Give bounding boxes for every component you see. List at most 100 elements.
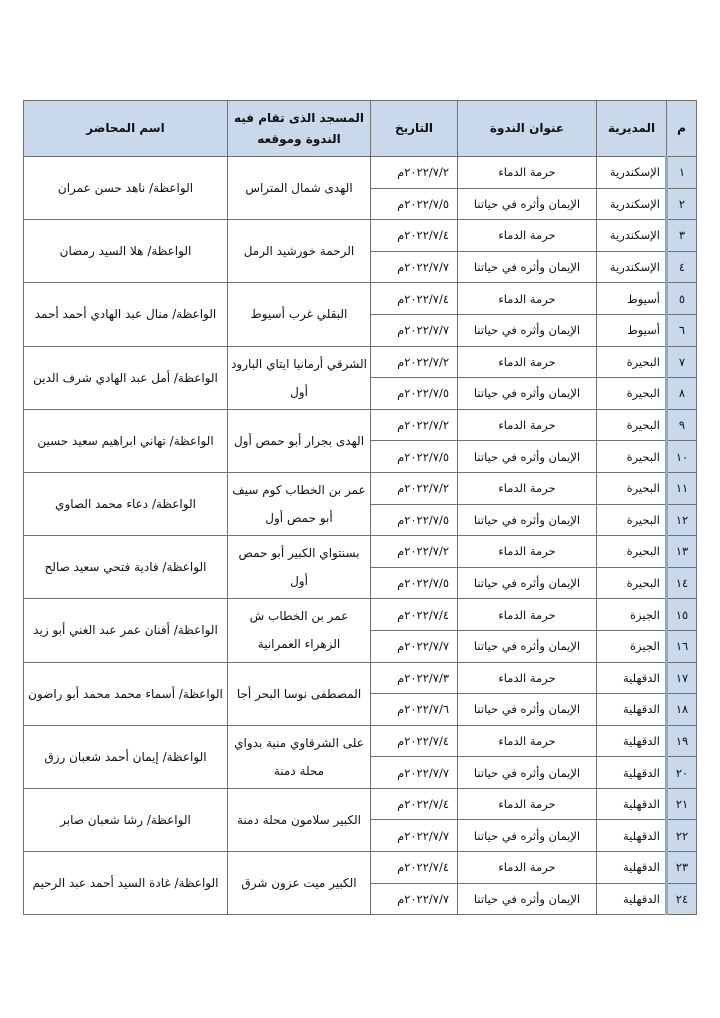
- seminar-title-cell: حرمة الدماء: [457, 471, 597, 505]
- table-row: ٢٠ الدقهلية الإيمان وأثره في حياتنا ٢٠٢٢/٧/…: [24, 756, 697, 789]
- row-number: ١٨: [665, 693, 697, 726]
- date-cell: ٢٠٢٢/٧/٧م: [370, 250, 458, 284]
- table-row: ١٢ البحيرة الإيمان وأثره في حياتنا ٢٠٢٢/٧/٥…: [24, 503, 697, 537]
- mosque-cell: الهدى شمال المتراس: [227, 155, 371, 221]
- date-cell: ٢٠٢٢/٧/٣م: [370, 661, 458, 695]
- header-mosque: المسجد الذى تقام فيه الندوة وموقعه: [227, 100, 371, 157]
- date-cell: ٢٠٢٢/٧/٤م: [370, 282, 458, 315]
- date-cell: ٢٠٢٢/٧/٧م: [370, 629, 458, 663]
- header-num: م: [666, 100, 697, 157]
- seminar-title-cell: حرمة الدماء: [457, 661, 597, 695]
- mosque-cell: البقلي غرب أسيوط: [227, 282, 371, 347]
- directorate-cell: البحيرة: [596, 440, 667, 473]
- date-cell: ٢٠٢٢/٧/٥م: [370, 377, 458, 410]
- date-cell: ٢٠٢٢/٧/٢م: [370, 408, 458, 442]
- date-cell: ٢٠٢٢/٧/٦م: [370, 693, 458, 726]
- row-number: ٢١: [665, 787, 697, 821]
- table-row: ٢٢ الدقهلية الإيمان وأثره في حياتنا ٢٠٢٢/٧/…: [24, 819, 697, 853]
- seminar-title-cell: حرمة الدماء: [457, 219, 597, 252]
- directorate-cell: البحيرة: [596, 566, 667, 600]
- seminar-title-cell: حرمة الدماء: [457, 282, 597, 315]
- seminar-title-cell: الإيمان وأثره في حياتنا: [457, 882, 597, 916]
- row-number: ١٥: [665, 598, 697, 631]
- date-cell: ٢٠٢٢/٧/٤م: [370, 219, 458, 252]
- lecturer-cell: الواعظة/ هلا السيد رمضان: [23, 219, 228, 284]
- directorate-cell: البحيرة: [596, 471, 667, 505]
- directorate-cell: الإسكندرية: [596, 187, 667, 221]
- table-row: ٦ أسيوط الإيمان وأثره في حياتنا ٢٠٢٢/٧/٧م: [24, 313, 697, 347]
- date-cell: ٢٠٢٢/٧/٢م: [370, 345, 458, 379]
- row-number: ٦: [665, 313, 697, 347]
- directorate-cell: أسيوط: [596, 313, 667, 347]
- mosque-cell: عمر بن الخطاب ش الزهراء العمرانية: [227, 598, 371, 663]
- seminar-title-cell: الإيمان وأثره في حياتنا: [457, 313, 597, 347]
- row-number: ٢٠: [665, 756, 697, 789]
- directorate-cell: الجيزة: [596, 629, 667, 663]
- directorate-cell: أسيوط: [596, 282, 667, 315]
- table-row: ١١ البحيرة حرمة الدماء ٢٠٢٢/٧/٢م عمر بن الخط…: [23, 471, 697, 537]
- lecturer-cell: الواعظة/ دعاء محمد الصاوي: [23, 471, 228, 537]
- directorate-cell: الدقهلية: [596, 693, 667, 726]
- date-cell: ٢٠٢٢/٧/٢م: [370, 535, 458, 568]
- lecturer-cell: الواعظة/ فادية فتحي سعيد صالح: [23, 535, 228, 600]
- mosque-cell: الشرقي أرمانيا ايتاي البارود أول: [227, 345, 371, 410]
- date-cell: ٢٠٢٢/٧/٥م: [370, 503, 458, 537]
- date-cell: ٢٠٢٢/٧/٤م: [370, 724, 458, 758]
- directorate-cell: الدقهلية: [596, 661, 667, 695]
- mosque-cell: الكبير سلامون محلة دمنة: [227, 787, 371, 853]
- table-row: ٢٤ الدقهلية الإيمان وأثره في حياتنا ٢٠٢٢/٧/…: [24, 882, 697, 916]
- mosque-cell: الرحمة خورشيد الرمل: [227, 219, 371, 284]
- header-row: م المديرية عنوان الندوة التاريخ المسجد ا…: [23, 100, 697, 157]
- date-cell: ٢٠٢٢/٧/٧م: [370, 819, 458, 853]
- date-cell: ٢٠٢٢/٧/٤م: [370, 851, 458, 884]
- table-row: ١٣ البحيرة حرمة الدماء ٢٠٢٢/٧/٢م بسنتواي الك…: [23, 535, 697, 600]
- row-number: ٢٢: [665, 819, 697, 853]
- row-number: ١٣: [665, 535, 697, 568]
- seminar-title-cell: حرمة الدماء: [457, 408, 597, 442]
- row-number: ١٠: [665, 440, 697, 473]
- seminars-table: م المديرية عنوان الندوة التاريخ المسجد ا…: [23, 100, 697, 916]
- header-title: عنوان الندوة: [457, 100, 597, 157]
- date-cell: ٢٠٢٢/٧/٥م: [370, 187, 458, 221]
- seminar-title-cell: حرمة الدماء: [457, 156, 597, 189]
- mosque-cell: عمر بن الخطاب كوم سيف أبو حمص أول: [227, 471, 371, 537]
- row-number: ٧: [665, 345, 697, 379]
- directorate-cell: الدقهلية: [596, 724, 667, 758]
- lecturer-cell: الواعظة/ ناهد حسن عمران: [23, 155, 228, 221]
- table-row: ١٥ الجيزة حرمة الدماء ٢٠٢٢/٧/٤م عمر بن الخطا…: [23, 598, 697, 663]
- date-cell: ٢٠٢٢/٧/٧م: [370, 882, 458, 916]
- directorate-cell: الجيزة: [596, 598, 667, 631]
- header-lecturer: اسم المحاضر: [23, 100, 228, 157]
- table-row: ٢ الإسكندرية الإيمان وأثره في حياتنا ٢٠٢٢/٧…: [24, 187, 697, 221]
- table-row: ٢٣ الدقهلية حرمة الدماء ٢٠٢٢/٧/٤م الكبير ميت…: [23, 851, 697, 916]
- seminar-title-cell: الإيمان وأثره في حياتنا: [457, 693, 597, 726]
- mosque-cell: الكبير ميت عزون شرق: [227, 851, 371, 916]
- row-number: ١١: [665, 471, 697, 505]
- header-directorate: المديرية: [596, 100, 667, 157]
- directorate-cell: البحيرة: [596, 377, 667, 410]
- seminar-title-cell: حرمة الدماء: [457, 345, 597, 379]
- lecturer-cell: الواعظة/ منال عبد الهادي أحمد أحمد: [23, 282, 228, 347]
- table-row: ١٠ البحيرة الإيمان وأثره في حياتنا ٢٠٢٢/٧/٥…: [24, 440, 697, 473]
- directorate-cell: الدقهلية: [596, 851, 667, 884]
- row-number: ١٢: [665, 503, 697, 537]
- table-row: ١ الإسكندرية حرمة الدماء ٢٠٢٢/٧/٢م الهدى شما…: [23, 155, 697, 221]
- row-number: ١٦: [665, 629, 697, 663]
- row-number: ٤: [665, 250, 697, 284]
- date-cell: ٢٠٢٢/٧/٢م: [370, 156, 458, 189]
- mosque-cell: بسنتواي الكبير أبو حمص أول: [227, 535, 371, 600]
- row-number: ١: [665, 156, 697, 189]
- row-number: ٨: [665, 377, 697, 410]
- row-number: ٣: [665, 219, 697, 252]
- table-row: ٩ البحيرة حرمة الدماء ٢٠٢٢/٧/٢م الهدى بجرار …: [23, 408, 697, 473]
- directorate-cell: الدقهلية: [596, 787, 667, 821]
- seminar-title-cell: الإيمان وأثره في حياتنا: [457, 187, 597, 221]
- directorate-cell: الإسكندرية: [596, 156, 667, 189]
- table-row: ٥ أسيوط حرمة الدماء ٢٠٢٢/٧/٤م البقلي غرب أسي…: [23, 282, 697, 347]
- seminar-title-cell: الإيمان وأثره في حياتنا: [457, 756, 597, 789]
- row-number: ١٧: [665, 661, 697, 695]
- lecturer-cell: الواعظة/ إيمان أحمد شعبان رزق: [23, 724, 228, 789]
- lecturer-cell: الواعظة/ أسماء محمد محمد أبو راضون: [23, 661, 228, 726]
- header-date: التاريخ: [370, 100, 458, 157]
- date-cell: ٢٠٢٢/٧/٧م: [370, 313, 458, 347]
